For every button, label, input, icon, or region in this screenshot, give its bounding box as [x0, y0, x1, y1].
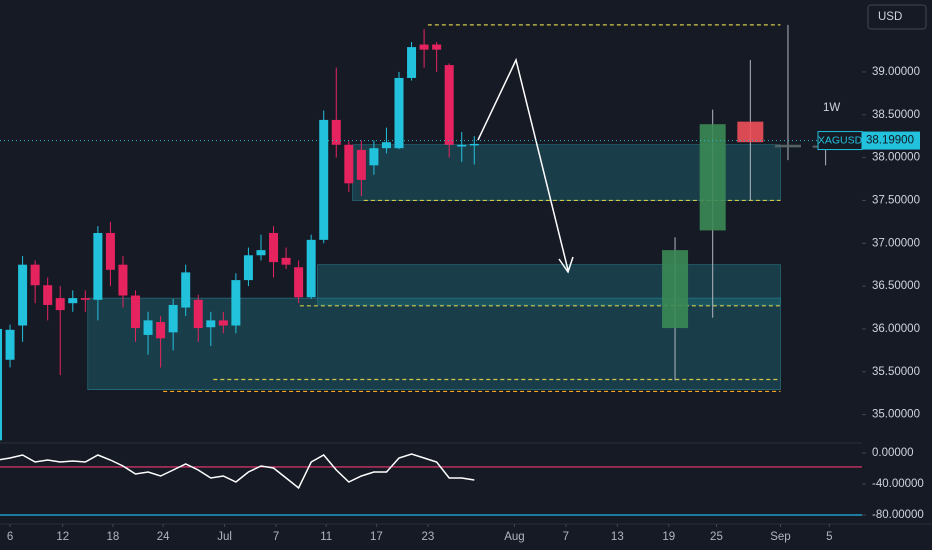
- candle-body: [444, 65, 454, 145]
- oscillator-line: [0, 453, 475, 490]
- y-tick-label: 37.50000: [872, 194, 920, 206]
- x-tick-label: Sep: [770, 531, 790, 543]
- candle-body: [356, 149, 366, 180]
- candle-body: [218, 320, 228, 326]
- y-tick-label: 36.50000: [872, 280, 920, 292]
- candle-body: [131, 295, 141, 329]
- candle-body: [331, 119, 341, 145]
- candle-body: [306, 239, 316, 298]
- projection-body: [737, 121, 764, 143]
- candle-body: [319, 119, 329, 240]
- x-tick-label: 19: [662, 531, 675, 543]
- y-tick-label: 37.00000: [872, 237, 920, 249]
- x-tick-label: 6: [7, 531, 13, 543]
- currency-box[interactable]: [867, 4, 927, 30]
- arrow-head: [558, 256, 574, 274]
- candle-body: [68, 298, 78, 304]
- currency: USD: [878, 11, 902, 23]
- candle-body: [369, 148, 379, 166]
- interval: 1W: [823, 102, 840, 114]
- candle-body: [294, 267, 304, 298]
- candle-body: [231, 280, 241, 326]
- candle-body: [457, 144, 467, 147]
- candle-body: [181, 272, 191, 308]
- candle-body: [0, 328, 2, 441]
- projection-body: [662, 250, 689, 329]
- candle-body: [469, 143, 479, 146]
- candle-body: [256, 250, 266, 256]
- symbol: XAGUSD: [818, 134, 863, 146]
- candle-body: [206, 320, 216, 328]
- y-tick-label: 35.00000: [872, 409, 920, 421]
- plot: [0, 24, 839, 441]
- y-tick-label: -40.00000: [872, 478, 924, 490]
- x-tick-label: 5: [826, 531, 832, 543]
- y-tick-label: 38.50000: [872, 109, 920, 121]
- candle-body: [407, 47, 417, 78]
- x-tick-label: 7: [273, 531, 279, 543]
- x-tick-label: Jul: [217, 531, 232, 543]
- candle-body: [344, 144, 354, 184]
- y-tick-label: 0.00000: [872, 447, 914, 459]
- candle-body: [105, 232, 115, 270]
- candle-body: [394, 77, 404, 149]
- candle-body: [80, 298, 90, 300]
- last-price: 38.19900: [866, 135, 914, 147]
- projection-body: [774, 144, 801, 148]
- y-tick-label: 35.50000: [872, 366, 920, 378]
- candle-body: [168, 304, 178, 333]
- candle-body: [143, 320, 153, 335]
- candle-body: [93, 232, 103, 300]
- price-tag: [862, 131, 920, 150]
- y-tick-label: 36.00000: [872, 323, 920, 335]
- candle-body: [18, 264, 28, 326]
- x-tick-label: 12: [56, 531, 69, 543]
- candle-body: [55, 298, 65, 311]
- x-tick-label: 11: [320, 531, 332, 543]
- x-tick-label: 13: [611, 531, 624, 543]
- candle-body: [243, 255, 253, 281]
- candle-body: [5, 329, 15, 360]
- y-tick-label: 38.00000: [872, 152, 920, 164]
- y-tick-label: 39.00000: [872, 66, 920, 78]
- candle-body: [419, 44, 429, 50]
- x-tick-label: Aug: [504, 531, 524, 543]
- projection-arrow: [477, 57, 569, 271]
- x-tick-label: 7: [563, 531, 569, 543]
- candle-body: [43, 285, 53, 305]
- x-tick-label: 18: [107, 531, 120, 543]
- projection-body: [699, 124, 726, 231]
- candle-body: [381, 142, 391, 149]
- candle-body: [193, 299, 203, 329]
- candle-body: [30, 264, 40, 286]
- candle-body: [281, 257, 291, 265]
- candle-body: [432, 44, 442, 50]
- x-tick-label: 17: [370, 531, 383, 543]
- candle-body: [156, 322, 166, 339]
- x-tick-label: 23: [421, 531, 434, 543]
- candle-body: [118, 264, 128, 296]
- y-tick-label: -80.00000: [872, 509, 924, 521]
- x-tick-label: 24: [157, 531, 170, 543]
- x-tick-label: 25: [710, 531, 723, 543]
- candle-body: [269, 232, 279, 263]
